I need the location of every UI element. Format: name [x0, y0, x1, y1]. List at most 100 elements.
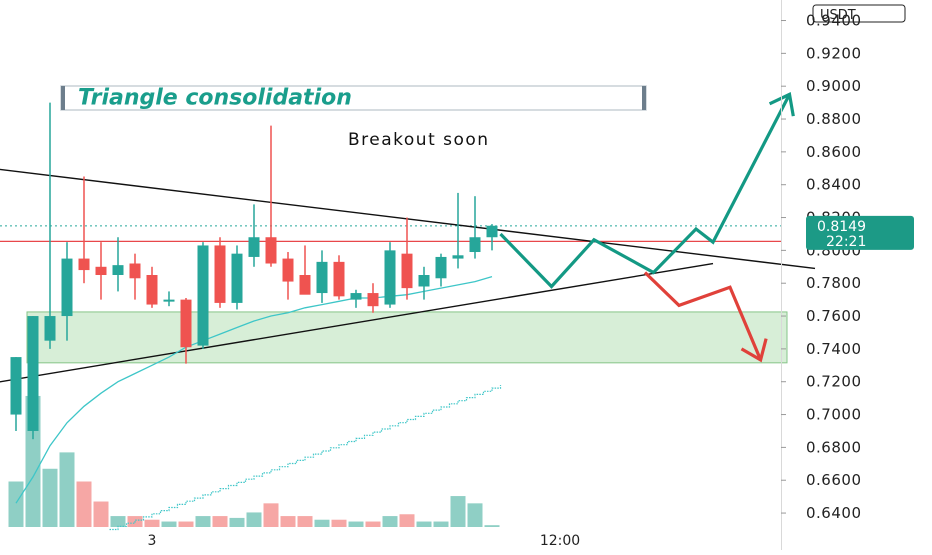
- candle-body: [129, 263, 141, 279]
- candle-body: [10, 357, 22, 415]
- volume-bar: [450, 496, 466, 527]
- volume-bar: [212, 516, 228, 527]
- candle: [95, 242, 107, 300]
- candle-body: [95, 266, 107, 275]
- y-tick-label: 0.6400: [806, 504, 862, 522]
- y-tick-label: 0.6600: [806, 471, 862, 489]
- candle: [214, 237, 226, 308]
- candle-body: [231, 253, 243, 303]
- candle-body: [265, 237, 277, 264]
- candle-body: [197, 245, 209, 346]
- candle-body: [27, 316, 39, 431]
- y-tick-label: 0.7000: [806, 406, 862, 424]
- bullish-projection-arrow: [499, 93, 791, 289]
- chart-title: Triangle consolidation: [78, 86, 352, 111]
- bearish-projection-arrow: [643, 271, 763, 361]
- title-box-left-bar: [61, 86, 65, 110]
- volume-bar: [433, 521, 449, 527]
- volume-bar: [76, 481, 92, 527]
- candle-body: [78, 258, 90, 271]
- cumulative-line: [109, 385, 502, 531]
- volume-bar: [93, 501, 109, 527]
- candle-body: [435, 256, 447, 279]
- candle-body: [61, 258, 73, 317]
- volume-bar: [382, 516, 398, 527]
- candle: [27, 316, 39, 440]
- triangle-upper-line: [0, 168, 816, 270]
- volume-bar: [8, 481, 24, 527]
- y-tick-label: 0.7200: [806, 373, 862, 391]
- volume-bar: [399, 514, 415, 527]
- volume-bar: [144, 519, 160, 527]
- x-tick-label: 3: [148, 533, 157, 549]
- y-tick-label: 0.8600: [806, 143, 862, 161]
- candle-body: [316, 261, 328, 294]
- bearish-projection-arrow-head: [740, 338, 768, 363]
- volume-bar: [467, 503, 483, 527]
- volume-bar: [416, 521, 432, 527]
- candle-body: [367, 293, 379, 307]
- candle: [333, 255, 345, 300]
- bullish-projection-arrow-head: [768, 92, 795, 117]
- y-tick-label: 0.9200: [806, 44, 862, 62]
- candle-body: [282, 258, 294, 282]
- breakout-annotation: Breakout soon: [348, 130, 490, 150]
- candle: [163, 291, 175, 307]
- y-tick-label: 0.9400: [806, 12, 862, 30]
- candle: [435, 253, 447, 287]
- candle-body: [112, 265, 124, 275]
- y-tick-label: 0.8400: [806, 176, 862, 194]
- moving-average-line: [15, 275, 493, 504]
- volume-bar: [42, 468, 58, 527]
- candle: [10, 357, 22, 431]
- y-tick-label: 0.8800: [806, 110, 862, 128]
- candle: [78, 176, 90, 284]
- volume-bar: [178, 521, 194, 527]
- candle: [282, 252, 294, 300]
- x-tick-label: 12:00: [540, 533, 580, 549]
- candle-body: [146, 275, 158, 305]
- y-tick-label: 0.7400: [806, 340, 862, 358]
- last-price-value: 0.8149: [817, 219, 866, 235]
- candle: [112, 237, 124, 292]
- candle-body: [163, 299, 175, 302]
- y-tick-label: 0.7800: [806, 274, 862, 292]
- volume-bar: [229, 517, 245, 527]
- candle-body: [180, 299, 192, 348]
- candle-body: [486, 225, 498, 238]
- candle: [367, 283, 379, 313]
- last-price-countdown: 22:21: [826, 234, 866, 250]
- volume-bar: [314, 519, 330, 527]
- candle-body: [452, 255, 464, 259]
- volume-bar: [484, 525, 500, 527]
- candle: [486, 224, 498, 251]
- candle: [44, 102, 56, 349]
- y-tick-label: 0.9000: [806, 77, 862, 95]
- volume-bar: [195, 516, 211, 527]
- candle-body: [333, 261, 345, 297]
- currency-label: USDT: [820, 8, 856, 23]
- candle: [384, 242, 396, 308]
- candle-body: [299, 275, 311, 295]
- candle: [129, 253, 141, 300]
- support-zone: [26, 311, 788, 364]
- candle: [401, 217, 413, 300]
- candle: [231, 245, 243, 310]
- candle: [248, 204, 260, 267]
- candle-body: [469, 237, 481, 253]
- y-tick-label: 0.7600: [806, 307, 862, 325]
- volume-bar: [246, 512, 262, 527]
- currency-box: [812, 4, 906, 23]
- candle-body: [401, 253, 413, 289]
- candle: [299, 245, 311, 295]
- volume-bar: [161, 521, 177, 527]
- candle: [418, 266, 430, 300]
- volume-bar: [59, 452, 75, 527]
- candle: [316, 250, 328, 303]
- title-box-right-bar: [642, 86, 646, 110]
- candle: [180, 297, 192, 364]
- volume-bar: [110, 516, 126, 527]
- candle-body: [350, 293, 362, 300]
